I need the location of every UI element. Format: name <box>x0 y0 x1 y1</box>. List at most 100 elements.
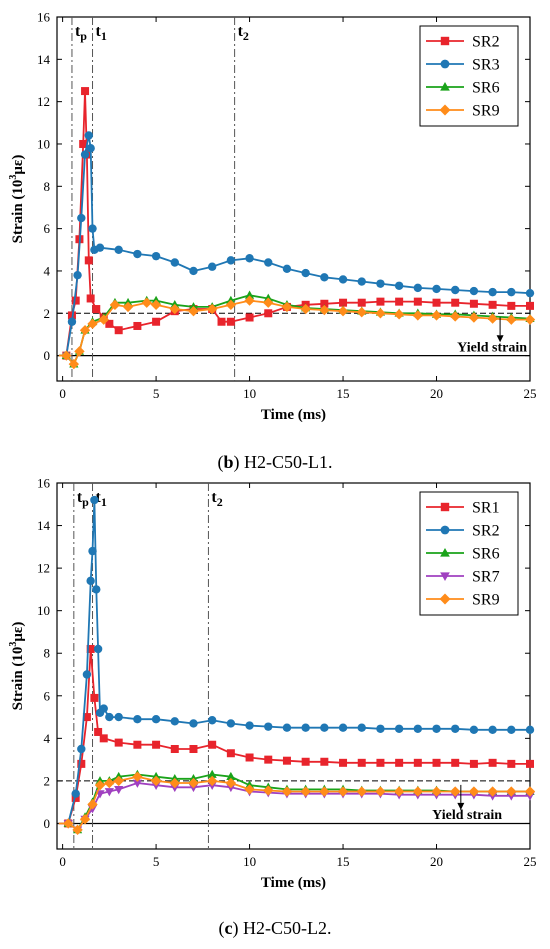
data-point <box>432 724 441 733</box>
data-point <box>94 779 106 791</box>
x-tick-label: 20 <box>430 386 443 401</box>
data-point <box>526 759 534 768</box>
data-point <box>469 759 478 768</box>
data-point <box>217 317 226 326</box>
x-tick-label: 20 <box>430 854 443 869</box>
data-point <box>245 721 254 730</box>
data-point <box>67 317 77 326</box>
yield-strain-label: Yield strain <box>457 340 527 355</box>
data-point <box>208 740 217 749</box>
data-point <box>413 724 423 733</box>
data-point <box>281 786 293 797</box>
data-point <box>413 758 422 767</box>
data-point <box>356 786 367 797</box>
x-tick-label: 15 <box>337 854 350 869</box>
data-point <box>488 300 497 309</box>
series-sr3 <box>58 131 535 360</box>
data-point <box>90 693 99 702</box>
legend-marker <box>440 547 450 557</box>
data-point <box>226 771 236 781</box>
data-point <box>468 312 480 323</box>
data-point <box>133 321 142 330</box>
data-point <box>245 254 254 263</box>
data-point <box>264 755 273 764</box>
data-point <box>72 824 83 836</box>
legend-label: SR7 <box>472 569 500 586</box>
data-point <box>412 310 424 321</box>
data-point <box>86 576 95 586</box>
data-point <box>80 150 90 159</box>
data-point <box>114 738 123 747</box>
data-point <box>395 758 404 767</box>
data-point <box>73 270 82 280</box>
data-point <box>469 725 479 735</box>
legend-label: SR2 <box>472 34 500 51</box>
data-point <box>104 777 115 789</box>
data-point <box>525 288 535 298</box>
data-point <box>337 305 349 317</box>
data-point <box>376 297 385 306</box>
data-point <box>357 277 366 286</box>
data-point <box>133 714 142 724</box>
data-point <box>133 740 142 749</box>
data-point <box>113 775 124 787</box>
data-point <box>339 758 348 767</box>
caption-b-letter: b <box>223 452 234 472</box>
data-point <box>170 258 179 267</box>
y-tick-label: 16 <box>37 476 51 491</box>
data-point <box>206 775 218 787</box>
data-point <box>82 670 92 679</box>
data-point <box>207 769 217 778</box>
data-point <box>394 724 404 733</box>
data-point <box>189 266 198 276</box>
data-point <box>469 299 478 308</box>
data-point <box>245 313 254 322</box>
data-point <box>77 744 86 754</box>
y-tick-label: 2 <box>44 773 51 788</box>
data-point <box>87 799 98 810</box>
plot-frame <box>56 482 531 850</box>
data-point <box>507 287 516 297</box>
y-tick-label: 6 <box>44 221 51 236</box>
y-tick-label: 14 <box>37 518 51 533</box>
data-point <box>506 786 517 797</box>
data-point <box>320 273 329 282</box>
data-point <box>188 305 199 317</box>
legend-marker <box>440 572 450 582</box>
data-point <box>105 319 114 328</box>
data-point <box>338 275 348 284</box>
data-point <box>77 213 86 223</box>
data-point <box>68 358 80 370</box>
data-point <box>79 325 91 336</box>
legend-label: SR1 <box>472 500 500 517</box>
data-point <box>450 786 461 797</box>
data-point <box>451 285 460 295</box>
data-point <box>356 307 367 318</box>
data-point <box>88 224 97 233</box>
data-point <box>488 758 497 767</box>
data-point <box>74 346 85 357</box>
legend-label: SR9 <box>472 103 500 120</box>
data-point <box>301 268 310 278</box>
data-point <box>468 786 480 797</box>
data-point <box>170 744 179 753</box>
data-point <box>507 759 516 768</box>
data-point <box>451 758 460 767</box>
y-tick-label: 6 <box>44 688 51 703</box>
caption-c-text: H2-C50-L2. <box>238 918 332 938</box>
series-sr1 <box>58 644 534 828</box>
time-marker-label: tp <box>77 489 89 509</box>
yield-strain-arrowhead <box>496 335 504 343</box>
data-point <box>86 294 95 303</box>
data-point <box>450 311 461 322</box>
data-point <box>133 249 142 259</box>
data-point <box>169 303 180 315</box>
series-sr2 <box>58 87 534 360</box>
data-point <box>151 714 161 724</box>
data-point <box>207 262 217 271</box>
data-point <box>79 814 91 825</box>
data-point <box>99 704 108 713</box>
data-point <box>245 753 254 762</box>
data-point <box>432 758 441 767</box>
